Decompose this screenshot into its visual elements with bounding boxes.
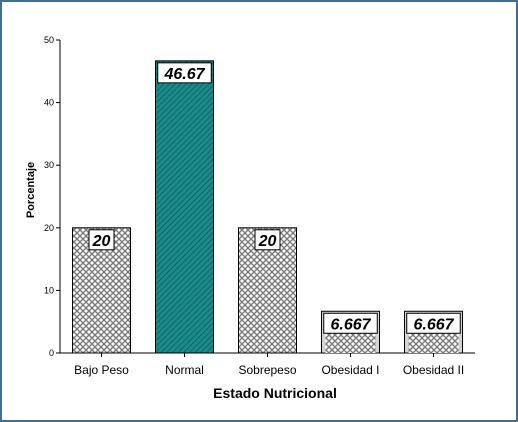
- bar-inner-fill: [325, 333, 376, 353]
- x-tick-label: Obesidad I: [321, 363, 379, 377]
- y-tick-label: 50: [44, 35, 54, 45]
- bar-inner-fill: [408, 333, 459, 353]
- y-tick-label: 0: [49, 348, 54, 358]
- bar: [155, 60, 214, 354]
- y-tick-label: 10: [44, 285, 54, 295]
- x-tick-label: Bajo Peso: [74, 363, 129, 377]
- x-axis-title: Estado Nutricional: [213, 385, 337, 401]
- y-axis-title: Porcentaje: [25, 162, 37, 218]
- data-label: 20: [92, 233, 111, 250]
- data-label-box: [406, 312, 461, 334]
- y-tick-label: 40: [44, 98, 54, 108]
- y-tick-label: 30: [44, 160, 54, 170]
- x-tick-label: Sobrepeso: [238, 363, 296, 377]
- data-label: 46.67: [163, 66, 205, 83]
- data-label-box: [157, 62, 212, 84]
- x-tick-label: Obesidad II: [403, 363, 464, 377]
- x-tick-label: Normal: [165, 363, 204, 377]
- data-label-box: [254, 229, 281, 251]
- data-label: 20: [258, 233, 277, 250]
- data-label: 6.667: [330, 316, 371, 333]
- data-label-box: [88, 229, 115, 251]
- data-label: 6.667: [413, 316, 454, 333]
- data-label-box: [323, 312, 378, 334]
- y-tick-label: 20: [44, 223, 54, 233]
